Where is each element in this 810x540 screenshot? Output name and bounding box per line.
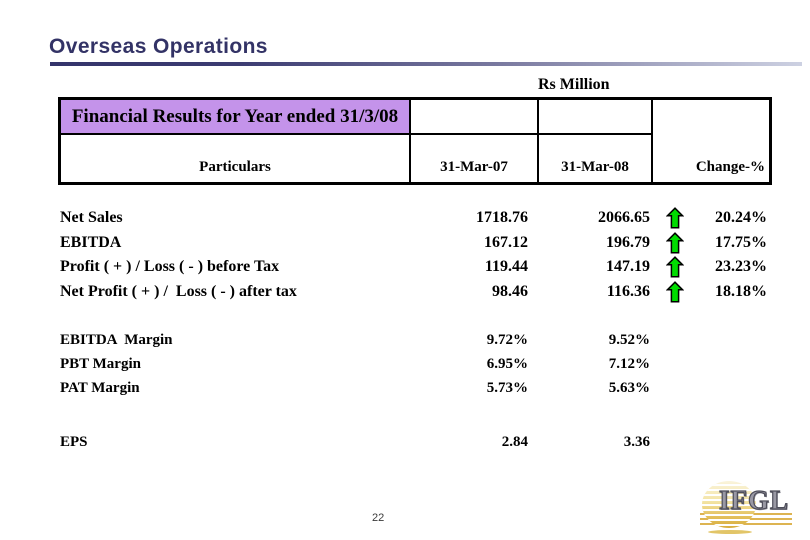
row-value-mar08: 147.19 <box>606 258 650 276</box>
column-header-particulars: Particulars <box>61 135 411 182</box>
column-header-mar08: 31-Mar-08 <box>539 135 653 182</box>
row-change: 20.24% <box>715 209 767 227</box>
row-trend-cell <box>650 280 700 303</box>
empty-cell-mar07 <box>411 100 539 135</box>
row-value-mar08: 2066.65 <box>598 209 650 227</box>
row-change: 17.75% <box>715 233 767 251</box>
column-header-mar07: 31-Mar-07 <box>411 135 539 182</box>
financial-rows-main: Net Sales 1718.76 2066.65 20.24% EBITDA … <box>58 206 772 304</box>
row-value-mar07: 1718.76 <box>476 209 528 227</box>
row-label: Net Profit ( + ) / Loss ( - ) after tax <box>60 282 297 300</box>
page-number: 22 <box>372 512 385 524</box>
row-label: PBT Margin <box>60 355 141 372</box>
table-row: PBT Margin 6.95% 7.12% <box>58 352 772 376</box>
table-row: Net Sales 1718.76 2066.65 20.24% <box>58 206 772 231</box>
row-value-mar07: 2.84 <box>501 433 528 450</box>
row-value-mar08: 9.52% <box>608 331 650 348</box>
row-value-mar07: 119.44 <box>484 258 528 276</box>
row-value-mar07: 6.95% <box>486 355 528 372</box>
row-value-mar08: 196.79 <box>606 233 650 251</box>
table-header-title: Financial Results for Year ended 31/3/08 <box>61 100 411 135</box>
row-label: Net Sales <box>60 209 123 227</box>
empty-cell-mar08 <box>539 100 653 135</box>
row-trend-cell <box>650 256 700 278</box>
title-underline <box>50 62 802 66</box>
row-value-mar08: 3.36 <box>623 433 650 450</box>
row-label: PAT Margin <box>60 379 140 396</box>
table-row: PAT Margin 5.73% 5.63% <box>58 376 772 400</box>
column-header-change: Change-% <box>695 159 765 175</box>
up-arrow-icon <box>666 280 684 303</box>
financial-rows-eps: EPS 2.84 3.36 <box>58 430 772 454</box>
table-row: EPS 2.84 3.36 <box>58 430 772 454</box>
row-trend-cell <box>650 207 700 229</box>
table-row: EBITDA 167.12 196.79 17.75% <box>58 231 772 256</box>
row-change: 23.23% <box>715 258 767 276</box>
row-value-mar07: 167.12 <box>484 233 528 251</box>
unit-label: Rs Million <box>538 76 610 93</box>
results-table-header: Financial Results for Year ended 31/3/08… <box>58 97 772 185</box>
row-label: EBITDA <box>60 233 122 251</box>
row-value-mar07: 9.72% <box>486 331 528 348</box>
row-trend-cell <box>650 231 700 254</box>
row-value-mar08: 116.36 <box>606 282 650 300</box>
financial-rows-margins: EBITDA Margin 9.72% 9.52% PBT Margin 6.9… <box>58 328 772 400</box>
table-row: Net Profit ( + ) / Loss ( - ) after tax … <box>58 280 772 305</box>
company-logo: IFGL <box>694 477 798 539</box>
logo-sun-icon <box>702 481 756 528</box>
up-arrow-icon <box>666 207 684 229</box>
row-label: EPS <box>60 433 88 450</box>
logo-text: IFGL <box>718 484 790 515</box>
row-change: 18.18% <box>715 282 767 300</box>
table-row: Profit ( + ) / Loss ( - ) before Tax 119… <box>58 255 772 280</box>
page-title: Overseas Operations <box>49 35 268 58</box>
row-label: EBITDA Margin <box>60 331 173 348</box>
row-value-mar08: 7.12% <box>608 355 650 372</box>
row-value-mar08: 5.63% <box>608 379 650 396</box>
table-row: EBITDA Margin 9.72% 9.52% <box>58 328 772 352</box>
logo-sun-base <box>708 530 752 534</box>
row-label: Profit ( + ) / Loss ( - ) before Tax <box>60 258 280 276</box>
row-value-mar07: 5.73% <box>486 379 528 396</box>
up-arrow-icon <box>666 231 684 254</box>
up-arrow-icon <box>666 256 684 278</box>
row-value-mar07: 98.46 <box>492 282 528 300</box>
